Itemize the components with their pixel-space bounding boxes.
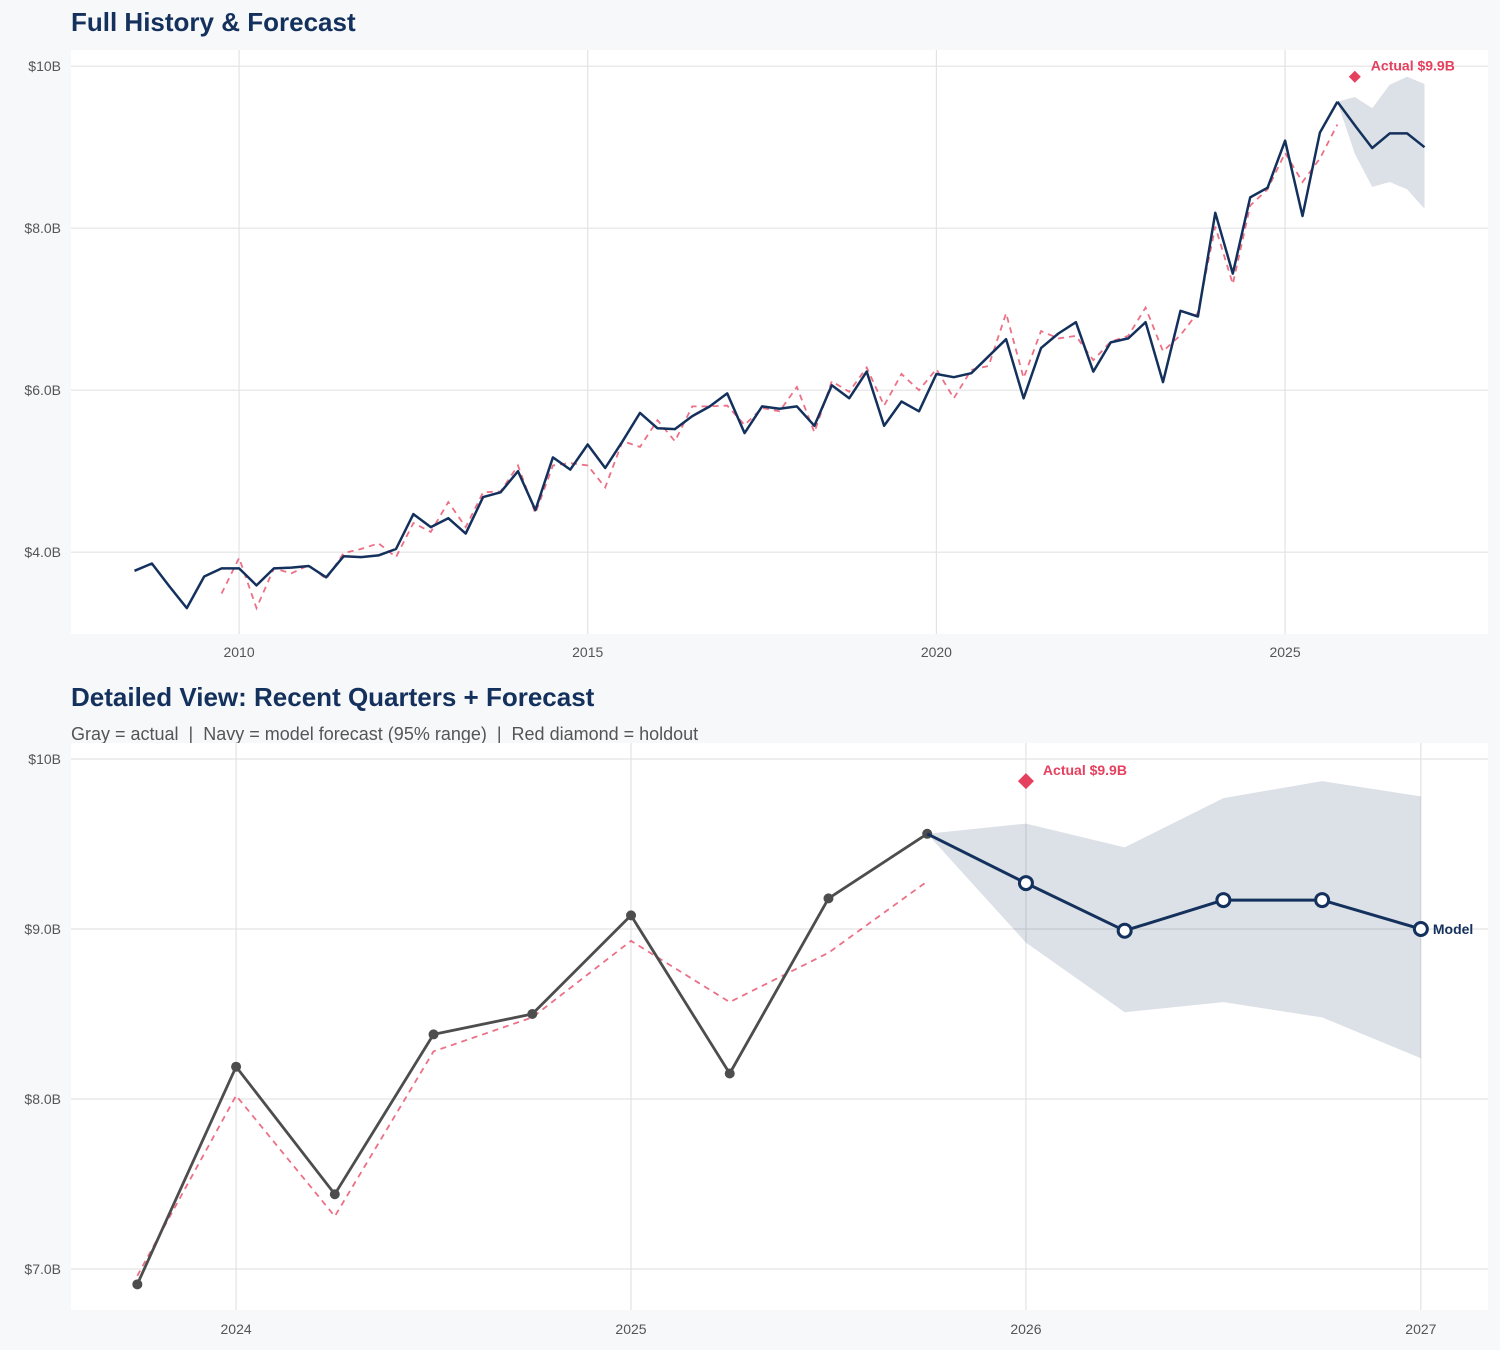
holdout-diamond-marker [1348,70,1361,83]
y-tick-label: $9.0B [24,921,61,937]
x-tick-label: 2025 [1269,644,1300,660]
x-tick-label: 2024 [221,1321,252,1337]
chart-title-detailed-view: Detailed View: Recent Quarters + Forecas… [71,682,595,712]
actual-series-line [134,101,1339,610]
y-tick-label: $8.0B [24,220,61,236]
chart-subtitle-detailed-view: Gray = actual | Navy = model forecast (9… [71,724,698,744]
holdout-label: Actual $9.9B [1371,58,1455,74]
actual-point [922,828,933,839]
actual-point [329,1189,340,1200]
forecast-point [1314,892,1331,909]
actual-point [724,1068,735,1079]
forecast-series-line [926,832,1422,933]
holdout-label: Actual $9.9B [1043,762,1127,778]
x-tick-label: 2025 [615,1321,646,1337]
forecast-series-line [1336,101,1426,150]
y-tick-label: $8.0B [24,1091,61,1107]
plot-panel [71,50,1488,634]
y-tick-label: $6.0B [24,382,61,398]
actual-point [231,1061,242,1072]
holdout-diamond-marker [1017,773,1034,790]
x-tick-label: 2020 [921,644,952,660]
plot-panel [71,743,1488,1310]
forecast-point [1116,922,1133,939]
fitted-series-line [136,880,928,1277]
chart-title-full-history: Full History & Forecast [71,7,356,37]
actual-point [626,910,637,921]
forecast-point [1215,892,1232,909]
actual-point [823,893,834,904]
y-tick-label: $10B [28,751,61,767]
actual-point [428,1029,439,1040]
actual-point [132,1279,143,1290]
forecast-end-label: Model [1433,921,1473,937]
forecast-point [1017,875,1034,892]
forecast-95-range-band [927,781,1421,1059]
forecast-point [1412,920,1429,937]
x-tick-label: 2015 [572,644,603,660]
detailed-view-chart: 2024 2025 2026 2027 $7.0B $8.0B $9.0B $10B Actua… [24,743,1488,1337]
x-tick-label: 2010 [223,644,254,660]
x-tick-label: 2026 [1010,1321,1041,1337]
forecast-95-range-band [1337,76,1425,209]
y-tick-label: $7.0B [24,1261,61,1277]
full-history-chart: 2010 2015 2020 2025 $4.0B $6.0B $8.0B $10B Actua… [24,50,1488,660]
x-tick-label: 2027 [1405,1321,1436,1337]
y-tick-label: $4.0B [24,544,61,560]
actual-point [527,1009,538,1020]
fitted-series-line [220,124,1339,611]
y-tick-label: $10B [28,58,61,74]
